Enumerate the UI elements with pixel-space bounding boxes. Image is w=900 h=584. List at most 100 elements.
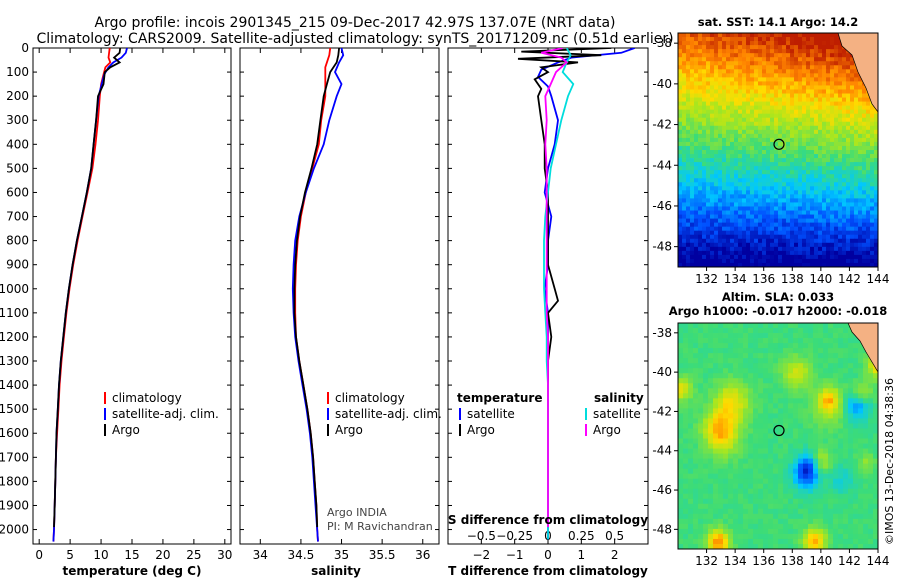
heatmap-cell	[858, 388, 863, 393]
heatmap-cell	[833, 484, 838, 489]
heatmap-cell	[766, 142, 770, 146]
heatmap-cell	[683, 514, 688, 519]
heatmap-cell	[758, 81, 762, 85]
heatmap-cell	[723, 343, 728, 348]
heatmap-cell	[694, 142, 698, 146]
heatmap-cell	[722, 194, 726, 198]
heatmap-cell	[818, 110, 822, 114]
heatmap-cell	[742, 122, 746, 126]
heatmap-cell	[798, 524, 803, 529]
heatmap-cell	[750, 251, 754, 255]
heatmap-cell	[686, 94, 690, 98]
heatmap-cell	[798, 142, 802, 146]
heatmap-cell	[688, 529, 693, 534]
heatmap-cell	[826, 85, 830, 89]
heatmap-cell	[734, 206, 738, 210]
legend-label-satellite: satellite-adj. clim.	[112, 407, 219, 421]
heatmap-cell	[862, 89, 866, 93]
heatmap-cell	[718, 98, 722, 102]
heatmap-cell	[710, 211, 714, 215]
heatmap-cell	[746, 69, 750, 73]
heatmap-cell	[810, 247, 814, 251]
heatmap-cell	[854, 235, 858, 239]
heatmap-cell	[818, 223, 822, 227]
heatmap-cell	[828, 464, 833, 469]
heatmap-cell	[868, 439, 873, 444]
heatmap-cell	[758, 504, 763, 509]
heatmap-cell	[728, 328, 733, 333]
heatmap-cell	[706, 89, 710, 93]
heatmap-cell	[778, 251, 782, 255]
heatmap-cell	[846, 178, 850, 182]
heatmap-cell	[786, 73, 790, 77]
heatmap-cell	[818, 134, 822, 138]
heatmap-cell	[678, 106, 682, 110]
heatmap-cell	[758, 33, 762, 37]
heatmap-cell	[710, 114, 714, 118]
heatmap-cell	[703, 454, 708, 459]
heatmap-cell	[853, 433, 858, 438]
heatmap-cell	[818, 454, 823, 459]
heatmap-cell	[843, 514, 848, 519]
heatmap-cell	[678, 53, 682, 57]
heatmap-cell	[848, 423, 853, 428]
heatmap-cell	[808, 358, 813, 363]
heatmap-cell	[763, 474, 768, 479]
heatmap-cell	[702, 182, 706, 186]
heatmap-cell	[814, 206, 818, 210]
heatmap-cell	[813, 509, 818, 514]
heatmap-cell	[838, 393, 843, 398]
heatmap-cell	[814, 106, 818, 110]
heatmap-cell	[728, 464, 733, 469]
heatmap-cell	[713, 428, 718, 433]
heatmap-cell	[838, 489, 843, 494]
heatmap-cell	[790, 98, 794, 102]
heatmap-cell	[743, 333, 748, 338]
heatmap-cell	[722, 81, 726, 85]
heatmap-cell	[706, 138, 710, 142]
heatmap-cell	[688, 454, 693, 459]
heatmap-cell	[762, 98, 766, 102]
heatmap-cell	[723, 333, 728, 338]
heatmap-cell	[743, 378, 748, 383]
heatmap-cell	[843, 383, 848, 388]
heatmap-cell	[763, 393, 768, 398]
heatmap-cell	[753, 383, 758, 388]
heatmap-cell	[793, 378, 798, 383]
heatmap-cell	[834, 65, 838, 69]
heatmap-cell	[813, 529, 818, 534]
heatmap-cell	[823, 403, 828, 408]
heatmap-cell	[738, 235, 742, 239]
heatmap-cell	[754, 65, 758, 69]
heatmap-cell	[766, 130, 770, 134]
heatmap-cell	[754, 85, 758, 89]
heatmap-cell	[682, 98, 686, 102]
heatmap-cell	[714, 98, 718, 102]
heatmap-cell	[858, 94, 862, 98]
heatmap-cell	[706, 146, 710, 150]
heatmap-cell	[838, 202, 842, 206]
heatmap-cell	[822, 142, 826, 146]
heatmap-cell	[763, 459, 768, 464]
heatmap-cell	[834, 247, 838, 251]
heatmap-cell	[808, 469, 813, 474]
heatmap-cell	[753, 524, 758, 529]
heatmap-cell	[802, 126, 806, 130]
heatmap-cell	[743, 428, 748, 433]
heatmap-cell	[723, 529, 728, 534]
heatmap-cell	[702, 162, 706, 166]
heatmap-cell	[833, 333, 838, 338]
heatmap-cell	[798, 190, 802, 194]
heatmap-cell	[778, 363, 783, 368]
heatmap-cell	[870, 114, 874, 118]
heatmap-cell	[738, 198, 742, 202]
heatmap-cell	[726, 182, 730, 186]
heatmap-cell	[746, 61, 750, 65]
heatmap-cell	[688, 449, 693, 454]
heatmap-cell	[870, 206, 874, 210]
heatmap-cell	[694, 174, 698, 178]
heatmap-cell	[742, 154, 746, 158]
annotation-argo-india: Argo INDIA	[327, 506, 387, 519]
heatmap-cell	[826, 162, 830, 166]
heatmap-cell	[683, 413, 688, 418]
